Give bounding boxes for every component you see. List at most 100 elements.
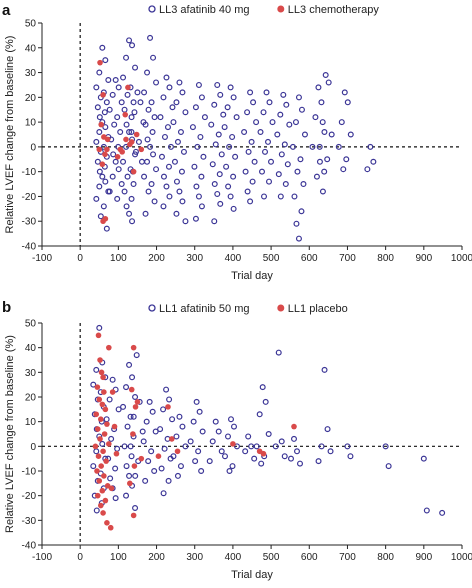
data-point xyxy=(112,158,119,165)
data-point xyxy=(96,168,103,175)
data-point xyxy=(301,131,308,138)
data-point xyxy=(123,203,130,210)
data-point xyxy=(112,495,119,502)
data-point xyxy=(100,448,106,455)
data-point xyxy=(133,352,140,359)
y-tick-label: 50 xyxy=(25,19,37,30)
data-point xyxy=(111,423,118,430)
data-point xyxy=(161,133,168,140)
y-tick-label: -10 xyxy=(22,467,37,478)
data-point xyxy=(265,431,272,438)
data-point xyxy=(103,416,110,423)
y-axis-title: Relative LVEF change from baseline (%) xyxy=(4,335,16,533)
data-point xyxy=(212,418,219,425)
x-tick-label: 500 xyxy=(263,253,280,264)
data-point xyxy=(106,396,113,403)
data-point xyxy=(123,121,130,128)
data-point xyxy=(104,520,110,526)
data-point xyxy=(99,173,106,180)
series-comparator xyxy=(92,332,297,531)
data-point xyxy=(123,463,130,470)
data-point xyxy=(93,84,100,91)
data-point xyxy=(201,114,208,121)
data-point xyxy=(141,173,148,180)
data-point xyxy=(96,114,103,121)
data-point xyxy=(142,121,149,128)
data-point xyxy=(275,171,282,178)
legend-marker-filled xyxy=(277,5,285,13)
data-point xyxy=(192,104,199,111)
data-point xyxy=(94,158,101,165)
data-point xyxy=(247,198,254,205)
y-tick-label: -20 xyxy=(22,491,37,502)
data-point xyxy=(127,480,133,487)
data-point xyxy=(325,79,332,86)
data-point xyxy=(95,453,102,460)
data-point xyxy=(385,463,392,470)
data-point xyxy=(93,507,100,514)
data-point xyxy=(132,472,139,479)
data-point xyxy=(105,76,112,83)
data-point xyxy=(118,99,125,106)
data-point xyxy=(291,423,297,430)
y-tick-label: -30 xyxy=(22,516,37,527)
data-point xyxy=(129,42,136,49)
data-point xyxy=(190,418,197,425)
data-point xyxy=(151,468,158,475)
y-tick-label: 40 xyxy=(25,43,37,54)
legend-label: LL3 afatinib 40 mg xyxy=(159,4,250,16)
data-point xyxy=(127,413,134,420)
data-point xyxy=(284,161,291,168)
data-point xyxy=(263,89,270,96)
y-tick-label: 40 xyxy=(25,343,37,354)
data-point xyxy=(96,183,103,190)
data-point xyxy=(173,99,180,106)
data-point xyxy=(127,443,134,450)
data-point xyxy=(93,195,100,202)
data-point xyxy=(266,178,273,185)
data-point xyxy=(244,109,251,116)
data-point xyxy=(115,406,122,413)
data-point xyxy=(191,163,198,170)
data-point xyxy=(128,114,135,121)
data-point xyxy=(148,99,155,106)
data-point xyxy=(108,485,115,492)
data-point xyxy=(150,54,157,61)
data-point xyxy=(128,195,135,202)
data-point xyxy=(90,463,97,470)
data-point xyxy=(266,99,273,106)
data-point xyxy=(158,465,165,472)
data-point xyxy=(214,190,221,197)
data-point xyxy=(126,472,133,479)
data-point xyxy=(109,173,116,180)
data-point xyxy=(286,121,293,128)
data-point xyxy=(121,188,128,195)
data-point xyxy=(132,505,139,512)
data-point xyxy=(97,59,103,66)
y-tick-label: -30 xyxy=(22,217,37,228)
data-point xyxy=(224,104,231,111)
data-point xyxy=(109,389,116,395)
y-tick-label: 20 xyxy=(25,393,37,404)
data-point xyxy=(118,181,125,188)
data-point xyxy=(163,183,170,190)
x-tick-label: 300 xyxy=(186,552,203,563)
data-point xyxy=(226,143,233,150)
data-point xyxy=(132,404,139,410)
data-point xyxy=(169,104,176,111)
data-point xyxy=(98,416,104,423)
data-point xyxy=(145,458,152,465)
data-point xyxy=(298,106,305,113)
data-point xyxy=(101,473,107,479)
data-point xyxy=(218,151,225,158)
data-point xyxy=(292,119,299,126)
data-point xyxy=(96,69,103,76)
data-point xyxy=(218,448,225,455)
legend-marker-open xyxy=(148,5,156,13)
data-point xyxy=(199,428,206,435)
data-point xyxy=(182,443,189,450)
data-point xyxy=(126,37,133,44)
data-point xyxy=(182,218,189,225)
data-point xyxy=(130,512,137,519)
data-point xyxy=(128,453,135,460)
